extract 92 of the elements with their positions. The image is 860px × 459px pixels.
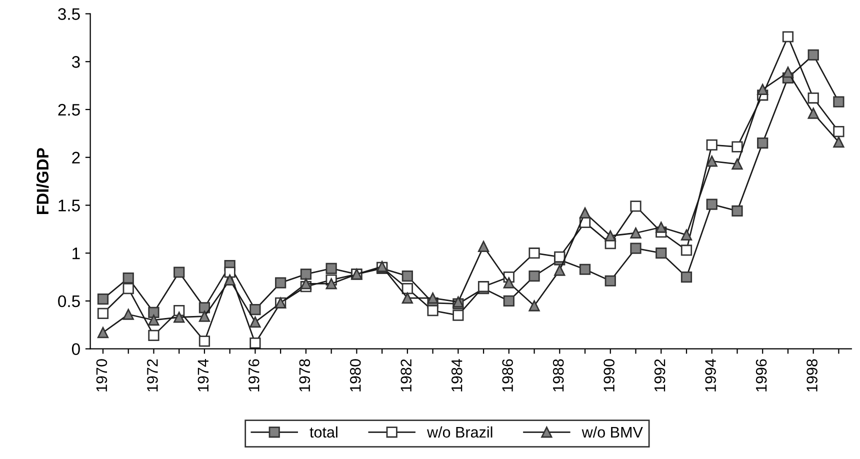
point [300, 268, 312, 280]
x-tick-label: 1986 [502, 359, 514, 392]
point [250, 304, 261, 316]
point [148, 314, 160, 326]
point [706, 156, 718, 167]
point [528, 300, 540, 312]
point [275, 277, 286, 288]
point [250, 316, 261, 328]
point [326, 262, 337, 274]
point [97, 308, 109, 319]
point [833, 126, 844, 138]
y-tick-label: 2.5 [58, 104, 80, 116]
point [579, 264, 591, 275]
x-tick-label: 1990 [604, 359, 614, 392]
point [706, 198, 718, 210]
y-axis-title: FDI/GDP [36, 148, 49, 214]
point [604, 230, 616, 242]
point [656, 248, 667, 259]
point [148, 330, 160, 341]
point [680, 244, 692, 256]
x-tick-label: 1982 [400, 359, 412, 392]
x-tick-label: 1970 [96, 359, 108, 392]
point [122, 272, 134, 284]
legend-label: w/o Brazil [426, 426, 492, 438]
x-tick-label: 1998 [806, 359, 818, 392]
legend-label: total [310, 426, 338, 438]
point [732, 205, 743, 217]
point [402, 270, 413, 282]
point [808, 49, 819, 60]
point [250, 338, 261, 349]
x-tick-label: 1988 [552, 359, 564, 392]
x-tick-label: 1984 [451, 359, 462, 392]
point [833, 136, 844, 148]
point [630, 242, 642, 254]
y-tick-label: 1.5 [58, 200, 80, 212]
point [427, 304, 438, 316]
point [427, 292, 438, 304]
x-tick-label: 1996 [756, 359, 767, 392]
point [808, 92, 819, 104]
point [554, 264, 566, 276]
point [782, 66, 794, 78]
point [782, 31, 794, 42]
legend-label: w/o BMV [582, 426, 643, 438]
point [604, 275, 616, 286]
point [706, 139, 718, 150]
x-tick-label: 1980 [350, 359, 361, 392]
y-tick-label: 0.5 [58, 295, 80, 308]
point [198, 310, 210, 322]
point [326, 278, 337, 290]
point [732, 141, 743, 152]
point [528, 248, 540, 259]
point [528, 270, 540, 282]
point [757, 137, 768, 149]
x-tick-label: 1992 [654, 359, 666, 392]
point [503, 295, 514, 307]
point [174, 266, 185, 278]
point [579, 207, 591, 218]
y-tick-label: 2 [72, 152, 80, 164]
point [224, 266, 236, 278]
point [198, 336, 210, 347]
x-tick-label: 1974 [198, 359, 209, 392]
point [833, 96, 844, 108]
point [300, 278, 312, 290]
point [757, 84, 768, 95]
point [656, 222, 667, 233]
y-tick-label: 0 [72, 343, 80, 356]
point [402, 292, 413, 304]
y-tick-label: 1 [72, 248, 80, 260]
x-tick-label: 1994 [705, 359, 716, 392]
point [122, 308, 134, 320]
y-tick-label: 3.5 [58, 8, 80, 20]
point [122, 282, 134, 294]
x-tick-label: 1976 [248, 359, 260, 392]
point [503, 277, 514, 288]
y-tick-label: 3 [72, 56, 80, 68]
point [808, 108, 819, 119]
point [97, 294, 109, 305]
point [402, 282, 413, 294]
point [630, 227, 642, 239]
point [478, 240, 490, 252]
point [97, 327, 109, 338]
point [630, 200, 642, 212]
point [680, 229, 692, 240]
point [174, 312, 185, 323]
point [224, 274, 236, 286]
point [554, 251, 566, 262]
point [732, 158, 743, 170]
point [452, 310, 464, 321]
point [148, 306, 160, 318]
point [680, 271, 692, 283]
x-tick-label: 1972 [147, 359, 158, 392]
x-tick-label: 1978 [299, 359, 310, 392]
